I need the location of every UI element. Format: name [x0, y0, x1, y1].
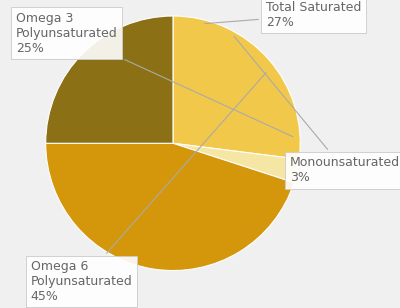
Wedge shape [173, 143, 299, 183]
Wedge shape [46, 143, 294, 270]
Wedge shape [173, 16, 300, 159]
Text: Total Saturated
27%: Total Saturated 27% [204, 1, 361, 29]
Text: Omega 6
Polyunsaturated
45%: Omega 6 Polyunsaturated 45% [31, 72, 266, 303]
Text: Omega 3
Polyunsaturated
25%: Omega 3 Polyunsaturated 25% [16, 11, 293, 137]
Wedge shape [46, 16, 173, 143]
Text: Monounsaturated
3%: Monounsaturated 3% [234, 36, 400, 184]
